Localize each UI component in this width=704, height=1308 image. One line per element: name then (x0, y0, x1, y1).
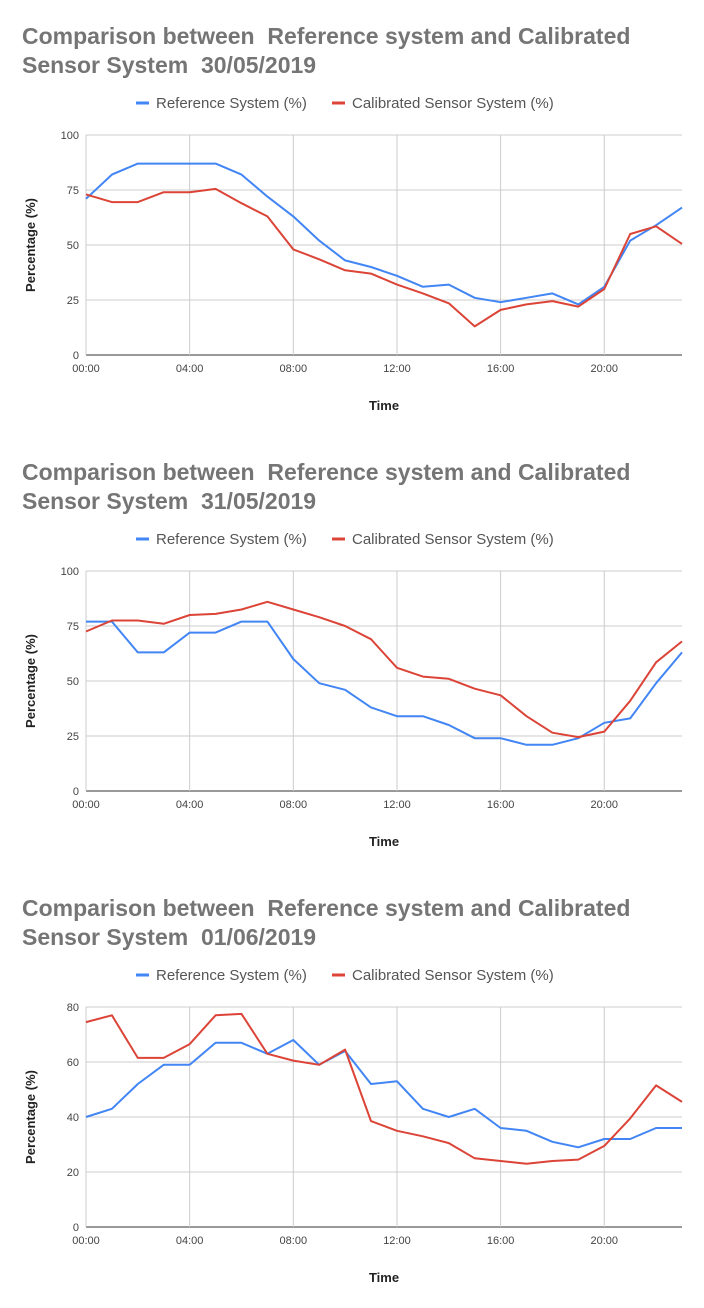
y-axis-label: Percentage (%) (23, 198, 38, 292)
series-line-2 (85, 1012, 683, 1165)
x-tick-label: 08:00 (280, 1235, 308, 1247)
x-tick-label: 00:00 (72, 363, 100, 375)
y-tick-label: 25 (67, 731, 79, 743)
x-axis-label: Time (369, 834, 399, 849)
y-axis-label: Percentage (%) (23, 634, 38, 728)
x-tick-label: 04:00 (176, 1235, 204, 1247)
x-tick-label: 16:00 (487, 363, 515, 375)
y-tick-label: 100 (61, 130, 79, 142)
legend-entry: Calibrated Sensor System (%) (352, 531, 554, 548)
y-tick-label: 0 (73, 350, 79, 362)
y-tick-label: 20 (67, 1167, 79, 1179)
chart-title: Comparison between Reference system and … (22, 459, 637, 514)
x-tick-label: 04:00 (176, 799, 204, 811)
series-line-1 (86, 620, 683, 746)
chart-title: Comparison between Reference system and … (22, 895, 637, 950)
chart-2-svg: 0 25 50 75 100 00:00 04:00 08:00 12:00 16:00 20:00… (23, 531, 683, 849)
x-tick-label: 00:00 (72, 799, 100, 811)
chart-panel-1: Comparison between Reference system and … (0, 0, 704, 436)
series-line-2 (85, 600, 683, 739)
x-tick-label: 16:00 (487, 1235, 515, 1247)
x-axis-label: Time (369, 1270, 399, 1285)
y-tick-label: 50 (67, 676, 79, 688)
legend-entry: Calibrated Sensor System (%) (352, 95, 554, 112)
legend-entry: Calibrated Sensor System (%) (352, 967, 554, 984)
x-axis-label: Time (369, 398, 399, 413)
series-line-1 (85, 1039, 682, 1149)
x-tick-label: 20:00 (590, 363, 618, 375)
chart-1-svg: 0 25 50 75 100 00:00 04:00 08:00 12:00 16:00 20:00… (23, 95, 683, 413)
series-line-2 (85, 187, 683, 328)
chart-panel-2: Comparison between Reference system and … (0, 436, 704, 872)
y-tick-label: 75 (67, 185, 79, 197)
legend-entry: Reference System (%) (156, 531, 307, 548)
y-tick-label: 50 (67, 240, 79, 252)
y-tick-label: 100 (61, 566, 79, 578)
x-tick-label: 12:00 (383, 1235, 411, 1247)
y-tick-label: 40 (67, 1112, 79, 1124)
x-tick-label: 08:00 (280, 363, 308, 375)
x-tick-label: 20:00 (590, 1235, 618, 1247)
x-tick-label: 20:00 (590, 799, 618, 811)
y-tick-label: 0 (73, 786, 79, 798)
y-tick-label: 80 (67, 1002, 79, 1014)
chart-panel-3: Comparison between Reference system and … (0, 872, 704, 1308)
legend-entry: Reference System (%) (156, 967, 307, 984)
x-tick-label: 12:00 (383, 363, 411, 375)
x-tick-label: 12:00 (383, 799, 411, 811)
y-axis-label: Percentage (%) (23, 1070, 38, 1164)
x-tick-label: 00:00 (72, 1235, 100, 1247)
y-tick-label: 25 (67, 295, 79, 307)
x-tick-label: 16:00 (487, 799, 515, 811)
y-tick-label: 60 (67, 1057, 79, 1069)
series-line-1 (85, 162, 683, 306)
x-tick-label: 04:00 (176, 363, 204, 375)
x-tick-label: 08:00 (280, 799, 308, 811)
y-tick-label: 0 (73, 1222, 79, 1234)
chart-title: Comparison between Reference system and … (22, 23, 637, 78)
y-tick-label: 75 (67, 621, 79, 633)
chart-3-svg: 0 20 40 60 80 00:00 04:00 08:00 12:00 16:00 20:00 T… (23, 967, 683, 1285)
legend-entry: Reference System (%) (156, 95, 307, 112)
